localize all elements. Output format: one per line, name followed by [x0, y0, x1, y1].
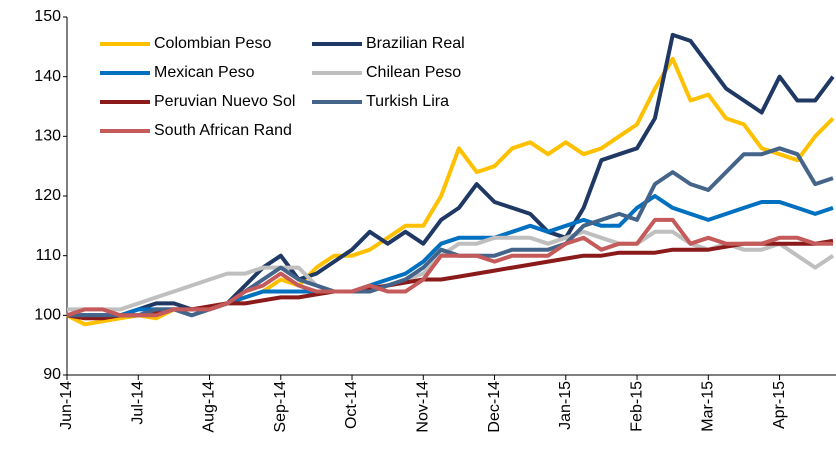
y-tick-label: 130	[34, 128, 61, 145]
legend-label: Peruvian Nuevo Sol	[154, 93, 295, 110]
legend-label: Colombian Peso	[154, 35, 272, 52]
x-tick-label: Feb-15	[628, 381, 645, 432]
y-tick-label: 100	[34, 307, 61, 324]
x-tick-label: Jan-15	[557, 381, 574, 430]
x-tick-label: Dec-14	[486, 381, 503, 433]
y-tick-label: 150	[34, 8, 61, 25]
series-line	[66, 217, 833, 318]
y-tick-label: 140	[34, 68, 61, 85]
x-tick-label: Aug-14	[201, 381, 218, 433]
y-tick-label: 90	[43, 366, 61, 383]
y-tick-label: 120	[34, 187, 61, 204]
legend-label: Turkish Lira	[366, 93, 449, 110]
legend-label: Chilean Peso	[366, 64, 461, 81]
legend-label: Brazilian Real	[366, 35, 465, 52]
y-tick-label: 110	[35, 247, 61, 264]
x-tick-label: Jun-14	[58, 381, 75, 430]
series-line	[67, 229, 835, 312]
legend-label: South African Rand	[154, 122, 292, 139]
x-tick-label: Mar-15	[700, 381, 717, 432]
x-tick-label: Nov-14	[414, 381, 431, 433]
legend-label: Mexican Peso	[154, 64, 255, 81]
series-line	[67, 146, 834, 318]
x-tick-label: Apr-15	[771, 381, 788, 429]
x-tick-label: Sep-14	[272, 381, 289, 433]
x-tick-label: Jul-14	[129, 381, 146, 425]
x-tick-label: Oct-14	[343, 381, 360, 429]
